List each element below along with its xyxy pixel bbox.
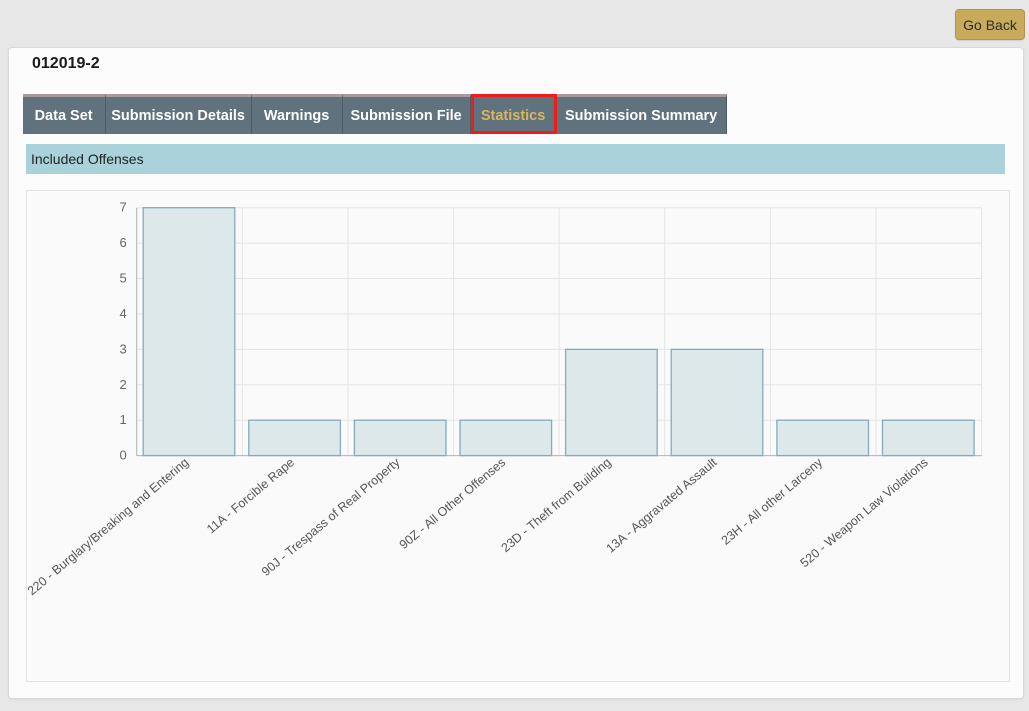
- svg-text:2: 2: [119, 377, 126, 392]
- svg-text:11A - Forcible Rape: 11A - Forcible Rape: [204, 455, 297, 536]
- svg-text:3: 3: [119, 341, 126, 356]
- svg-text:0: 0: [119, 448, 126, 463]
- svg-text:23H - All other Larceny: 23H - All other Larceny: [719, 455, 826, 548]
- svg-text:4: 4: [119, 306, 126, 321]
- svg-text:23D - Theft from Building: 23D - Theft from Building: [499, 455, 614, 555]
- svg-text:6: 6: [119, 235, 126, 250]
- svg-text:90Z - All Other Offenses: 90Z - All Other Offenses: [397, 455, 509, 552]
- svg-text:7: 7: [119, 200, 126, 215]
- svg-text:220 - Burglary/Breaking and En: 220 - Burglary/Breaking and Entering: [27, 455, 191, 598]
- svg-text:520 - Weapon Law Violations: 520 - Weapon Law Violations: [798, 455, 931, 570]
- svg-text:13A - Aggravated Assault: 13A - Aggravated Assault: [604, 455, 720, 556]
- svg-text:1: 1: [119, 412, 126, 427]
- svg-text:5: 5: [119, 271, 126, 286]
